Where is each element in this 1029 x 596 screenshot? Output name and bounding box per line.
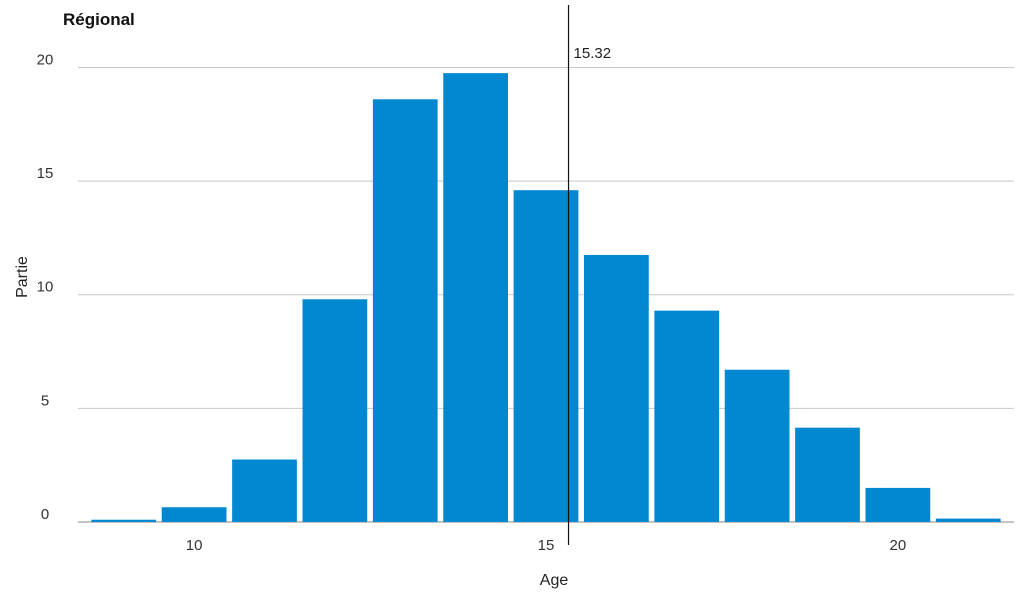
- bar-age-17: [654, 310, 720, 522]
- x-axis-label: Age: [540, 572, 569, 589]
- bar-age-10: [161, 507, 227, 522]
- bars: [91, 73, 1001, 523]
- y-tick-label-10: 10: [37, 279, 54, 296]
- bar-age-15: [513, 190, 579, 522]
- y-tick-label-20: 20: [37, 51, 54, 68]
- bar-age-14: [443, 73, 508, 523]
- bar-age-19: [795, 427, 860, 522]
- chart-title: Régional: [63, 10, 135, 29]
- y-tick-label-0: 0: [41, 506, 49, 523]
- bar-age-16: [584, 254, 649, 523]
- x-tick-label-20: 20: [890, 537, 907, 554]
- y-tick-label-15: 15: [37, 165, 54, 182]
- y-tick-labels: 0 5 10 15 20: [37, 51, 54, 523]
- x-tick-label-10: 10: [186, 537, 203, 554]
- bar-age-21: [935, 518, 1001, 522]
- x-tick-labels: 10 15 20: [186, 537, 906, 554]
- bar-age-13: [372, 99, 438, 522]
- y-axis-label: Partie: [14, 256, 31, 298]
- bar-age-20: [865, 487, 931, 522]
- mean-reference-label: 15.32: [574, 45, 612, 62]
- y-tick-label-5: 5: [41, 392, 49, 409]
- bar-age-9: [91, 519, 157, 522]
- bar-age-12: [302, 299, 368, 522]
- bar-age-11: [232, 459, 297, 522]
- x-tick-label-15: 15: [538, 537, 555, 554]
- bar-age-18: [724, 369, 790, 522]
